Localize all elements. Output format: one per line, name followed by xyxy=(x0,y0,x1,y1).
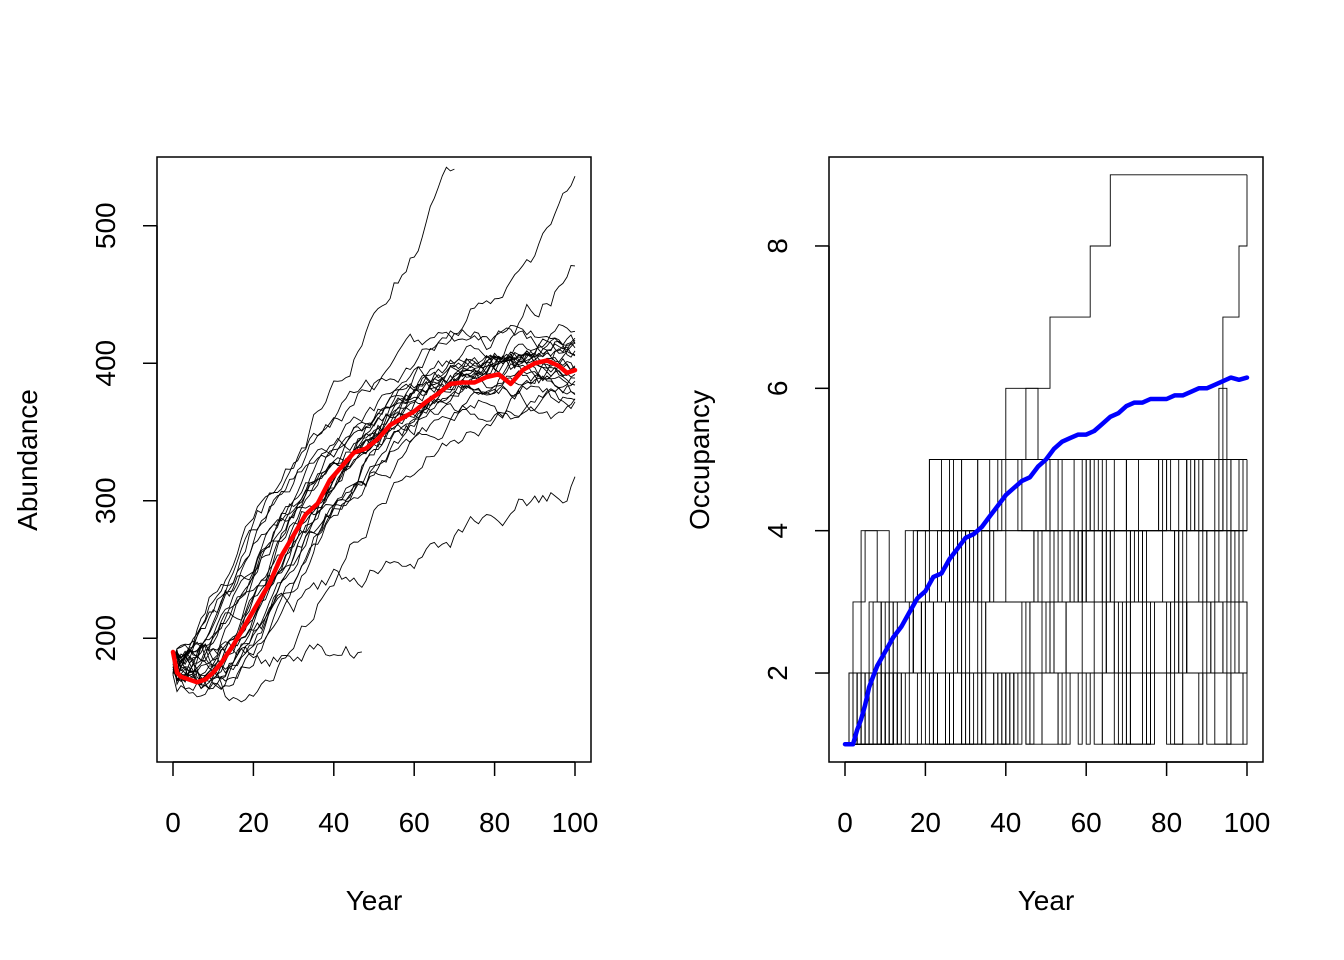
occupancy-panel: 0 20 40 60 80 100 2 4 6 8 Year Occupancy xyxy=(684,156,1271,916)
y-tick-label: 400 xyxy=(90,340,121,387)
simulation-line xyxy=(172,337,576,682)
x-tick-label: 60 xyxy=(399,807,430,838)
x-tick-label: 60 xyxy=(1071,807,1102,838)
abundance-simulation-lines xyxy=(172,166,576,703)
mean-abundance-line xyxy=(170,358,578,685)
y-tick-label: 2 xyxy=(762,665,793,681)
abundance-plot-frame xyxy=(156,156,592,763)
simulation-line xyxy=(172,327,576,663)
simulation-line xyxy=(172,641,362,670)
abundance-x-axis-title: Year xyxy=(346,885,403,916)
y-tick-label: 4 xyxy=(762,523,793,539)
simulation-line xyxy=(172,352,576,683)
x-tick-label: 40 xyxy=(990,807,1021,838)
simulation-line xyxy=(845,459,1247,745)
simulation-line xyxy=(172,476,576,671)
simulation-line xyxy=(172,341,576,670)
simulation-line xyxy=(172,166,455,671)
simulation-line xyxy=(172,388,576,698)
simulation-line xyxy=(845,387,1247,745)
occupancy-simulation-lines xyxy=(845,174,1248,745)
x-tick-label: 100 xyxy=(1224,807,1271,838)
x-tick-label: 20 xyxy=(910,807,941,838)
x-tick-label: 20 xyxy=(238,807,269,838)
simulation-line xyxy=(172,398,576,703)
occupancy-x-axis: 0 20 40 60 80 100 xyxy=(837,761,1271,838)
y-tick-label: 200 xyxy=(90,615,121,662)
occupancy-x-axis-title: Year xyxy=(1018,885,1075,916)
abundance-panel: 0 20 40 60 80 100 200 300 400 500 Year Abundance xyxy=(12,156,599,916)
x-tick-label: 40 xyxy=(318,807,349,838)
x-tick-label: 80 xyxy=(1151,807,1182,838)
simulation-line xyxy=(172,350,576,683)
simulation-line xyxy=(172,337,576,690)
occupancy-mean-line-group xyxy=(842,375,1250,747)
simulation-line xyxy=(172,353,576,682)
simulation-line xyxy=(172,385,576,693)
simulation-line xyxy=(172,338,576,686)
abundance-x-axis: 0 20 40 60 80 100 xyxy=(165,761,599,838)
y-tick-label: 500 xyxy=(90,202,121,249)
simulation-line xyxy=(172,355,576,676)
x-tick-label: 100 xyxy=(552,807,599,838)
y-tick-label: 300 xyxy=(90,477,121,524)
simulation-line xyxy=(172,363,576,681)
simulation-line xyxy=(172,353,576,677)
occupancy-y-axis: 2 4 6 8 xyxy=(762,238,830,681)
x-tick-label: 0 xyxy=(165,807,181,838)
x-tick-label: 0 xyxy=(837,807,853,838)
simulation-line xyxy=(172,176,576,667)
y-tick-label: 8 xyxy=(762,238,793,254)
abundance-y-axis: 200 300 400 500 xyxy=(90,202,158,662)
simulation-line xyxy=(172,323,576,674)
abundance-y-axis-title: Abundance xyxy=(12,389,43,531)
x-tick-label: 80 xyxy=(479,807,510,838)
simulation-line xyxy=(172,265,576,675)
abundance-mean-line-group xyxy=(170,358,578,685)
mean-occupancy-line xyxy=(842,375,1250,747)
occupancy-y-axis-title: Occupancy xyxy=(684,390,715,530)
y-tick-label: 6 xyxy=(762,381,793,397)
simulation-line xyxy=(172,351,576,681)
